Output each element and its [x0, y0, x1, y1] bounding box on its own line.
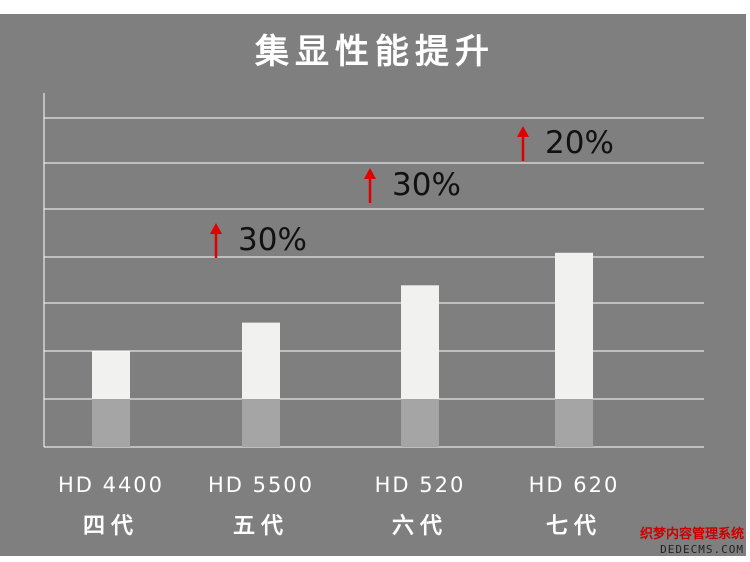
increase-label: 20% — [545, 125, 614, 161]
bar — [242, 322, 280, 399]
up-arrowhead-icon — [364, 168, 376, 179]
x-tick-label: HD 520 — [375, 473, 466, 497]
x-tick-label: HD 620 — [529, 473, 620, 497]
increase-label: 30% — [392, 167, 461, 203]
bar-base — [242, 399, 280, 447]
category-labels: HD 4400 四代 HD 5500 五代 HD 520 六代 HD 620 七代 — [58, 473, 620, 539]
bar-base — [555, 399, 593, 447]
generation-label: 六代 — [392, 513, 448, 539]
bar-base — [401, 399, 439, 447]
watermark-url: DEDECMS.COM — [660, 543, 744, 556]
up-arrowhead-icon — [517, 126, 529, 137]
increase-label: 30% — [238, 222, 307, 258]
bar-base — [92, 399, 130, 447]
generation-label: 四代 — [83, 513, 139, 539]
bar — [401, 285, 439, 399]
generation-label: 七代 — [546, 513, 602, 539]
bars — [92, 252, 593, 447]
x-tick-label: HD 4400 — [58, 473, 164, 497]
up-arrowhead-icon — [210, 223, 222, 234]
chart-title: 集显性能提升 — [255, 32, 495, 72]
gridlines — [43, 93, 704, 448]
chart-background — [0, 14, 746, 556]
bar — [555, 252, 593, 399]
watermark-text: 织梦内容管理系统 — [639, 527, 744, 542]
generation-label: 五代 — [233, 513, 289, 539]
bar — [92, 351, 130, 399]
increase-annotations: 30% 30% 20% — [210, 125, 614, 258]
x-tick-label: HD 5500 — [208, 473, 314, 497]
